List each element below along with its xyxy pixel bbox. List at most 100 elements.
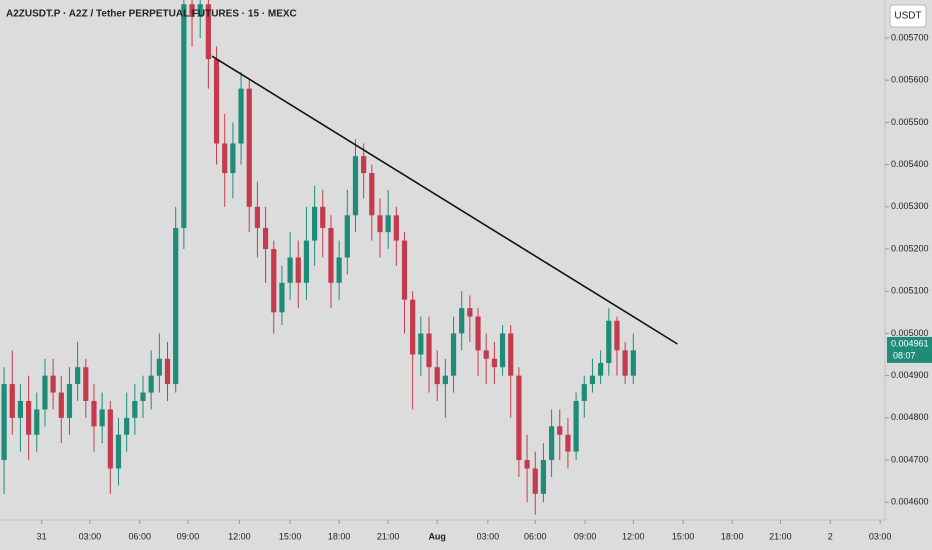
candle-body (450, 333, 457, 376)
y-tick-label: 0.005700 (891, 32, 929, 42)
candle-body (197, 4, 203, 17)
candle-body (124, 417, 130, 435)
x-tick-label: 06:00 (128, 531, 151, 541)
candle-body (246, 88, 252, 207)
candle-body (91, 400, 97, 427)
y-tick-label: 0.005300 (891, 201, 929, 211)
candle-body (499, 333, 506, 368)
candle-body (164, 358, 171, 385)
candle-body (66, 384, 73, 418)
candle-body (75, 367, 81, 385)
y-tick-label: 0.005100 (891, 286, 929, 296)
candle-body (491, 358, 497, 368)
candle-body (548, 426, 555, 461)
candle-body (630, 350, 636, 376)
candle-body (50, 375, 56, 393)
y-tick-label: 0.005000 (891, 328, 929, 338)
candle-body (467, 308, 473, 317)
candle-body (557, 426, 563, 435)
candle-body (328, 227, 334, 283)
x-tick-label: 21:00 (769, 531, 792, 541)
candle-body (222, 143, 228, 174)
candle-body (475, 316, 481, 351)
y-tick-label: 0.005600 (891, 75, 929, 85)
trendline (211, 55, 678, 345)
y-tick-label: 0.004900 (891, 370, 929, 380)
y-tick-label: 0.005500 (891, 117, 929, 127)
x-tick-label: 09:00 (574, 531, 597, 541)
currency-button[interactable] (889, 4, 927, 28)
last-price-label: 0.004961 (891, 338, 929, 348)
candle-body (312, 206, 318, 241)
candle-body (173, 227, 179, 385)
x-tick-label: 03:00 (79, 531, 102, 541)
candle-body (393, 215, 399, 241)
candle-body (598, 362, 604, 376)
x-tick-label: 18:00 (721, 531, 744, 541)
candle-body (385, 215, 391, 233)
candle-body (262, 227, 269, 250)
candle-body (34, 409, 40, 435)
candle-body (524, 460, 530, 469)
x-tick-label: Aug (428, 531, 446, 541)
y-tick-label: 0.004700 (891, 454, 929, 464)
x-tick-label: 09:00 (177, 531, 200, 541)
x-tick-label: 18:00 (328, 531, 351, 541)
candle-body (565, 434, 571, 452)
candle-body (589, 375, 596, 385)
candle-body (58, 392, 64, 418)
candle-body (42, 375, 48, 410)
candle-body (614, 320, 620, 351)
candle-body (434, 367, 440, 385)
candle-body (148, 375, 154, 393)
candle-body (107, 409, 113, 469)
candle-body (115, 434, 122, 469)
y-tick-label: 0.005400 (891, 159, 929, 169)
x-tick-label: 31 (37, 531, 47, 541)
candle-body (516, 375, 522, 461)
candle-body (377, 215, 383, 233)
candle-body (156, 358, 162, 376)
x-tick-label: 03:00 (869, 531, 892, 541)
candle-body (9, 384, 15, 418)
x-tick-label: 12:00 (228, 531, 251, 541)
candle-body (303, 240, 310, 283)
currency-button-label[interactable]: USDT (894, 11, 921, 22)
candle-body (189, 4, 195, 17)
x-tick-label: 21:00 (377, 531, 400, 541)
candle-body (279, 282, 285, 313)
candle-body (581, 384, 587, 401)
candle-body (99, 409, 105, 427)
candle-body (320, 206, 326, 228)
y-tick-label: 0.004600 (891, 497, 929, 507)
candle-body (336, 257, 342, 283)
candle-body (271, 249, 277, 313)
x-tick-label: 15:00 (279, 531, 302, 541)
x-tick-label: 2 (828, 531, 833, 541)
candle-body (344, 215, 350, 258)
x-tick-label: 03:00 (477, 531, 500, 541)
candle-body (418, 333, 424, 355)
candle-body (459, 308, 465, 334)
candle-body (426, 333, 432, 368)
candle-body (540, 460, 547, 494)
candle-body (573, 400, 579, 452)
candle-body (442, 375, 448, 385)
candle-body (295, 257, 301, 283)
x-tick-label: 15:00 (672, 531, 695, 541)
candle-body (17, 400, 24, 418)
candle-body (213, 59, 220, 144)
candle-body (483, 350, 489, 359)
candle-body (532, 468, 538, 494)
candle-body (401, 240, 408, 300)
candle-body (508, 333, 514, 376)
candle-body (181, 4, 187, 228)
y-tick-label: 0.004800 (891, 412, 929, 422)
candle-body (1, 384, 7, 461)
chart-title: A2ZUSDT.P · A2Z / Tether PERPETUAL FUTUR… (6, 9, 297, 20)
candle-body (369, 173, 375, 216)
y-tick-label: 0.005200 (891, 243, 929, 253)
candle-body (254, 206, 261, 228)
